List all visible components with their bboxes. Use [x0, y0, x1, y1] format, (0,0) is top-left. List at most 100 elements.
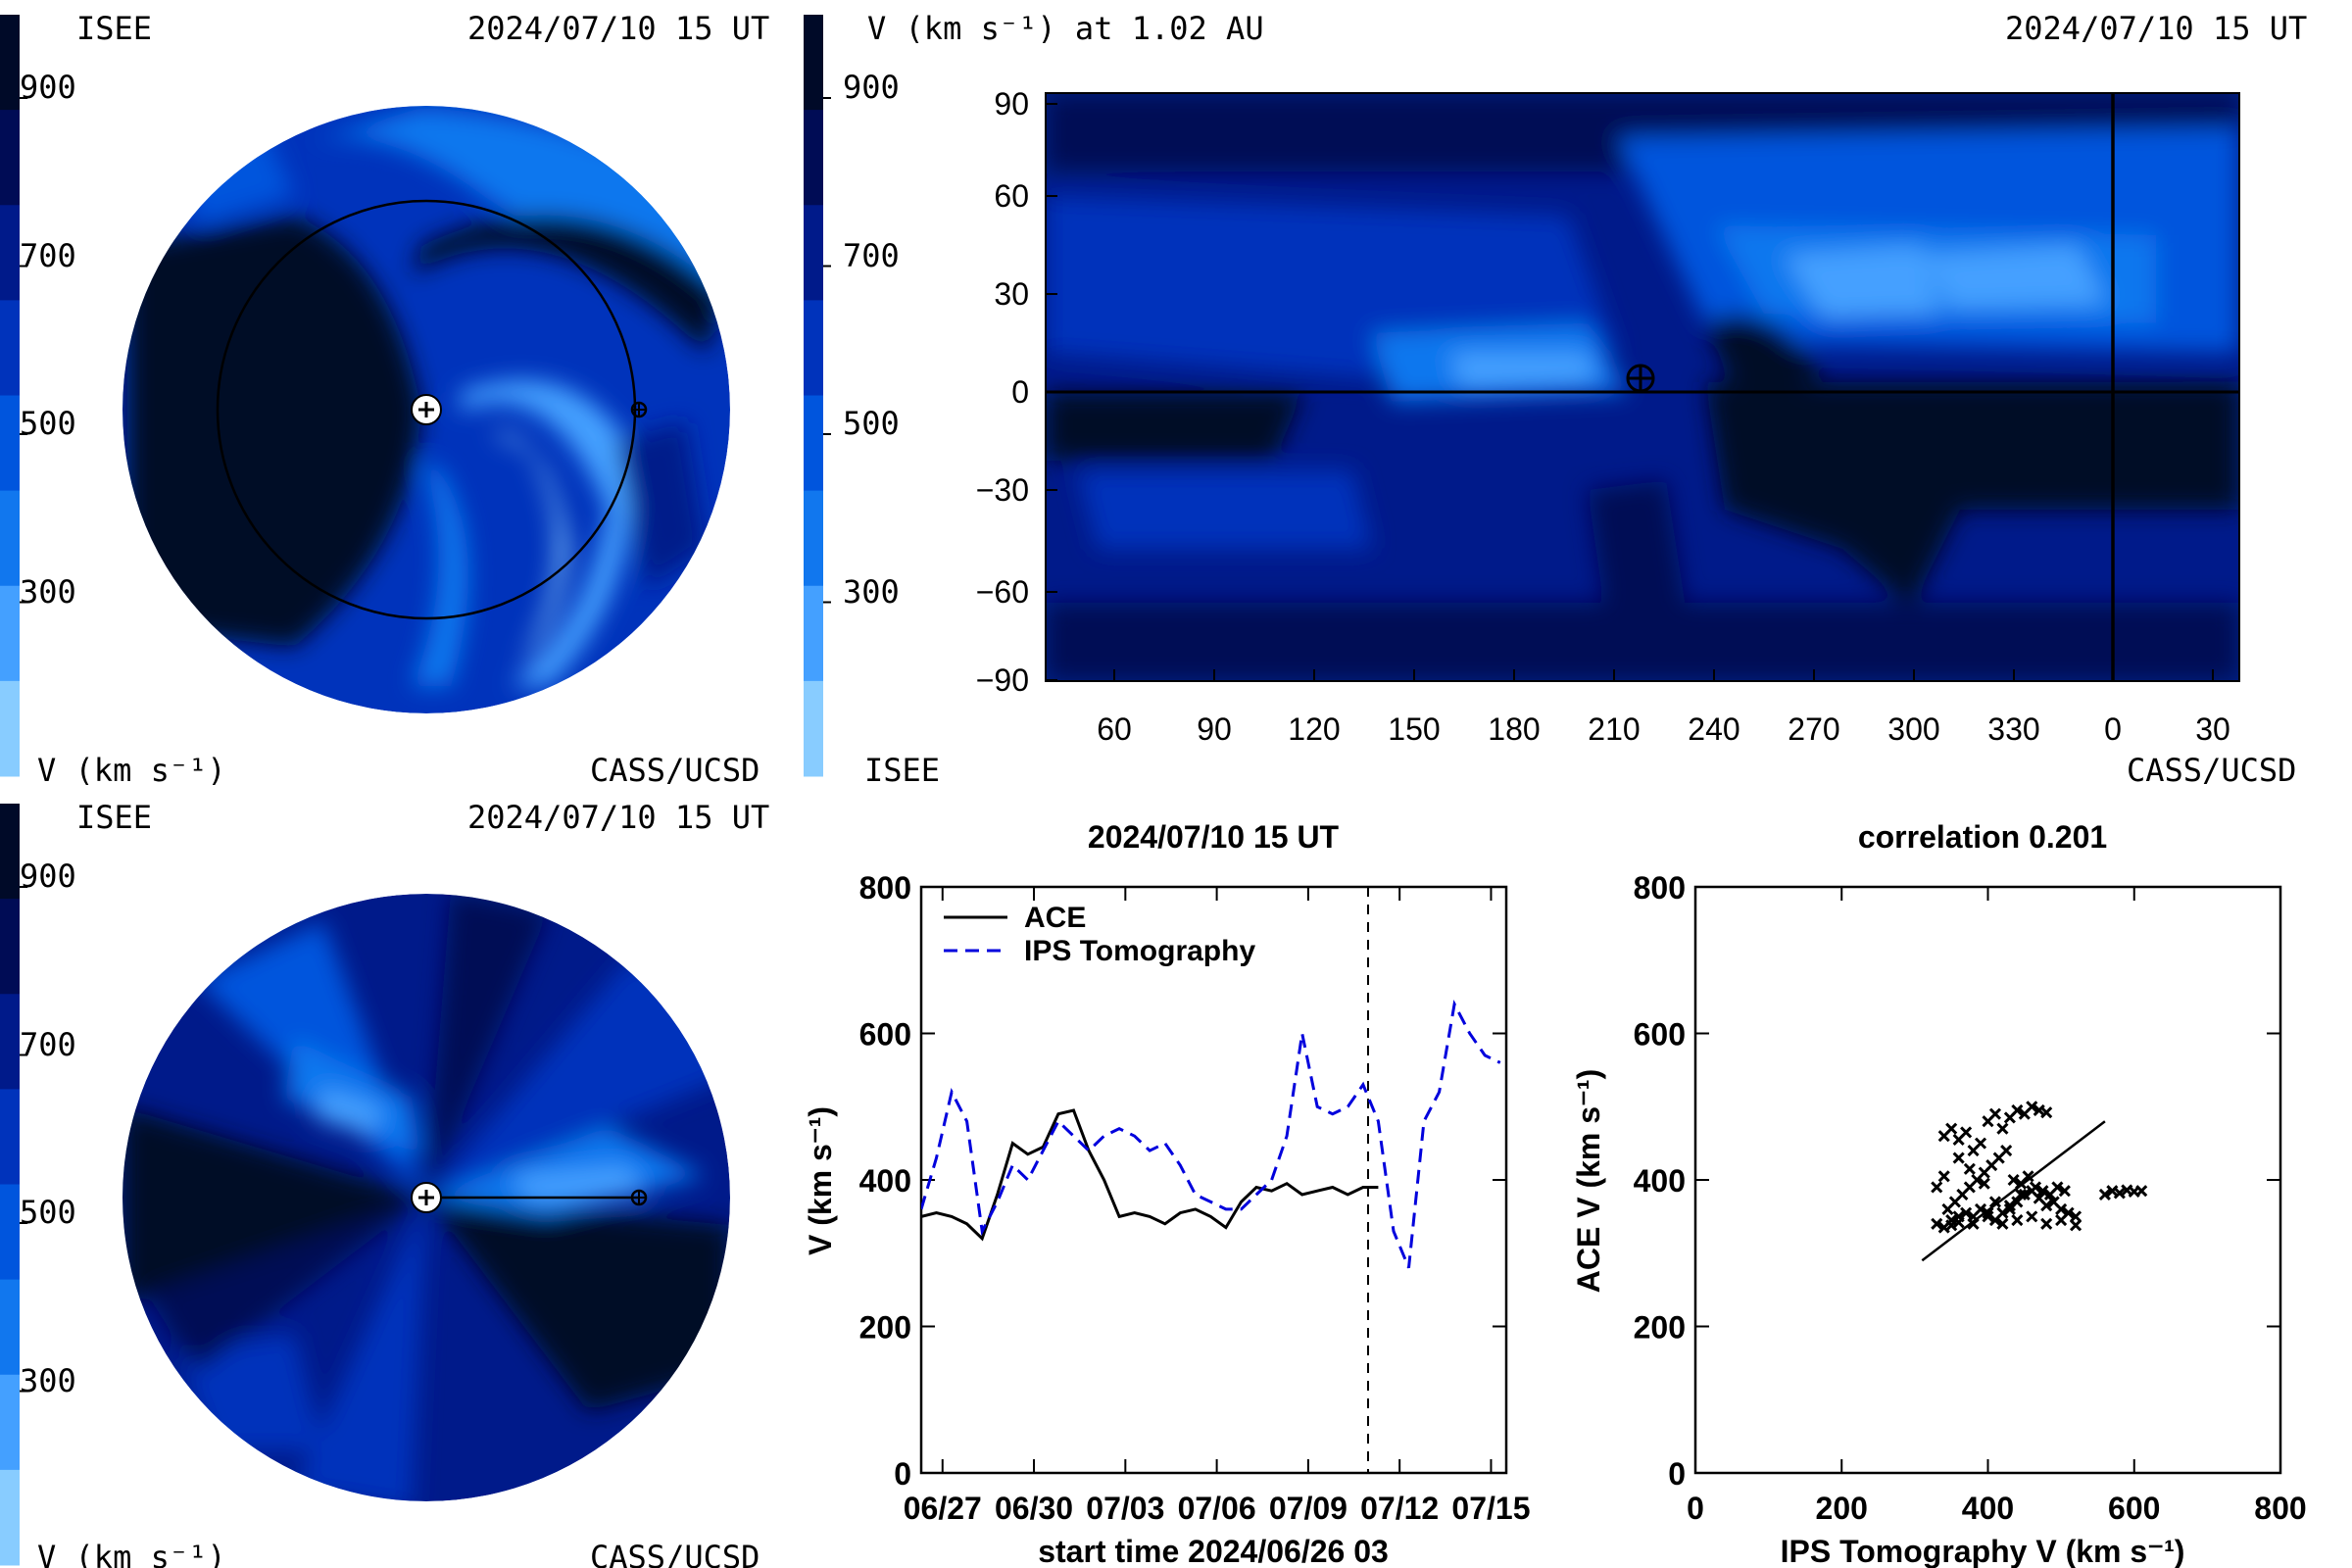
synoptic-x-tick-label: 210	[1588, 711, 1640, 747]
colorbar-band	[0, 994, 20, 1090]
scatter-x-tick-label: 400	[1962, 1491, 2014, 1526]
earth-marker	[630, 401, 648, 418]
timeseries-xlabel: start time 2024/06/26 03	[1038, 1534, 1389, 1568]
meridional-isee-label: ISEE	[76, 799, 152, 836]
meridional-unit-label: V (km s⁻¹)	[37, 1539, 226, 1568]
cass-ucsd-label: CASS/UCSD	[590, 752, 760, 789]
colorbar-band	[0, 395, 20, 492]
scatter-point	[1952, 1216, 1965, 1229]
timeseries-y-tick-label: 200	[859, 1310, 911, 1346]
colorbar-band	[804, 490, 823, 587]
scatter-point	[1945, 1219, 1958, 1232]
scatter-point	[2026, 1101, 2038, 1113]
scatter-point	[1960, 1126, 1973, 1139]
timeseries-y-tick-label: 0	[894, 1456, 911, 1492]
colorbar-tick-300: 300	[20, 573, 76, 611]
synoptic-y-tick-label: −60	[976, 574, 1029, 610]
scatter-x-tick-label: 0	[1687, 1491, 1704, 1526]
synoptic-x-tick-label: 240	[1688, 711, 1740, 747]
scatter-points	[1931, 1101, 2148, 1234]
legend-ips-label: IPS Tomography	[1024, 935, 1255, 967]
isee-label: ISEE	[76, 10, 152, 47]
scatter-point	[2069, 1219, 2082, 1232]
scatter-x-tick-label: 800	[2254, 1491, 2306, 1526]
scatter-point	[2000, 1145, 2013, 1157]
colorbar-band	[0, 15, 20, 111]
timeseries-legend: ACE IPS Tomography	[944, 902, 1255, 967]
scatter-point	[1988, 1196, 2002, 1208]
colorbar-band	[0, 680, 20, 777]
scatter-point	[2051, 1181, 2064, 1194]
colorbar-band	[0, 1469, 20, 1566]
scatter-point	[1931, 1217, 1943, 1230]
synoptic-y-tick-label: −30	[976, 472, 1029, 508]
synoptic-x-tick-label: 300	[1887, 711, 1939, 747]
colorbar-band	[0, 300, 20, 396]
synoptic-x-tick-label: 120	[1288, 711, 1340, 747]
scatter-panel: correlation 0.201 IPS Tomography V (km s…	[1571, 819, 2307, 1568]
colorbar-band	[804, 15, 823, 111]
scatter-point	[1978, 1177, 1990, 1190]
ace-series-line	[921, 1108, 1379, 1242]
scatter-point	[2040, 1217, 2053, 1230]
timeseries-y-tick-label: 400	[859, 1163, 911, 1199]
meridional-cass-label: CASS/UCSD	[590, 1539, 760, 1568]
scatter-x-tick-label: 600	[2108, 1491, 2160, 1526]
colorbar-meridional-ticks: 900 700 500 300	[20, 858, 76, 1399]
colorbar2-tick-500: 500	[843, 405, 900, 442]
scatter-point	[2026, 1210, 2038, 1223]
synoptic-x-tick-label: 150	[1388, 711, 1440, 747]
colorbar-band	[0, 804, 20, 900]
scatter-axes: 0 200 400 600 800 0 200 400 600 800	[1634, 870, 2307, 1526]
scatter-point	[1974, 1137, 1987, 1150]
ecliptic-panel: 900 700 500 300 ISEE 2024/07/10 15 UT V …	[0, 10, 769, 789]
scatter-point	[2040, 1106, 2053, 1119]
colorbar-band	[0, 1374, 20, 1471]
scatter-point	[2036, 1185, 2049, 1198]
ips-series-line	[921, 999, 1501, 1269]
synoptic-earth-marker	[1626, 364, 1655, 393]
colorbar-synoptic-ticks: 900 700 500 300	[843, 69, 900, 611]
scatter-point	[2058, 1185, 2071, 1198]
scatter-point	[1963, 1162, 1976, 1175]
colorbar-tick-500: 500	[20, 405, 76, 442]
colorbar-band	[804, 585, 823, 682]
scatter-point	[2011, 1214, 2024, 1227]
scatter-y-tick-label: 200	[1634, 1310, 1686, 1346]
scatter-point	[2011, 1103, 2024, 1117]
timeseries-x-tick-label: 07/03	[1086, 1491, 1164, 1526]
synoptic-x-tick-label: 330	[1987, 711, 2039, 747]
scatter-ylabel: ACE V (km s⁻¹)	[1571, 1069, 1606, 1293]
colorbar-band	[804, 680, 823, 777]
meridional-earth-marker	[630, 1189, 648, 1206]
colorbar2-tick-900: 900	[843, 69, 900, 106]
colorbar-tick-700: 700	[20, 237, 76, 274]
colorbar-band	[0, 585, 20, 682]
meridional-date: 2024/07/10 15 UT	[467, 799, 769, 836]
scatter-y-tick-label: 600	[1634, 1017, 1686, 1053]
meridional-panel: 900 700 500 300 ISEE 2024/07/10 15 UT V …	[0, 799, 769, 1568]
scatter-point	[2003, 1200, 2016, 1212]
synoptic-axes: 60 90 120 150 180 210 240 270 300 330 0 309060300−3…	[976, 86, 2230, 747]
colorbar-band	[0, 1184, 20, 1281]
scatter-point	[1945, 1122, 1958, 1135]
colorbar3-tick-300: 300	[20, 1362, 76, 1399]
scatter-point	[2098, 1188, 2111, 1201]
synoptic-x-tick-label: 30	[2195, 711, 2230, 747]
timeseries-x-tick-label: 07/09	[1269, 1491, 1348, 1526]
colorbar-band	[0, 110, 20, 206]
scatter-y-tick-label: 400	[1634, 1163, 1686, 1199]
synoptic-x-tick-label: 90	[1197, 711, 1232, 747]
scatter-point	[1960, 1206, 1973, 1219]
scatter-point	[2029, 1181, 2042, 1194]
scatter-xlabel: IPS Tomography V (km s⁻¹)	[1781, 1534, 2185, 1568]
scatter-y-tick-label: 800	[1634, 870, 1686, 906]
colorbar-band	[0, 1089, 20, 1185]
colorbar-band	[0, 490, 20, 587]
synoptic-isee-label: ISEE	[864, 752, 940, 789]
synoptic-map	[1046, 93, 2239, 681]
scatter-point	[2003, 1202, 2016, 1215]
scatter-point	[2055, 1214, 2068, 1227]
timeseries-x-tick-label: 07/15	[1451, 1491, 1530, 1526]
scatter-point	[2007, 1173, 2020, 1187]
